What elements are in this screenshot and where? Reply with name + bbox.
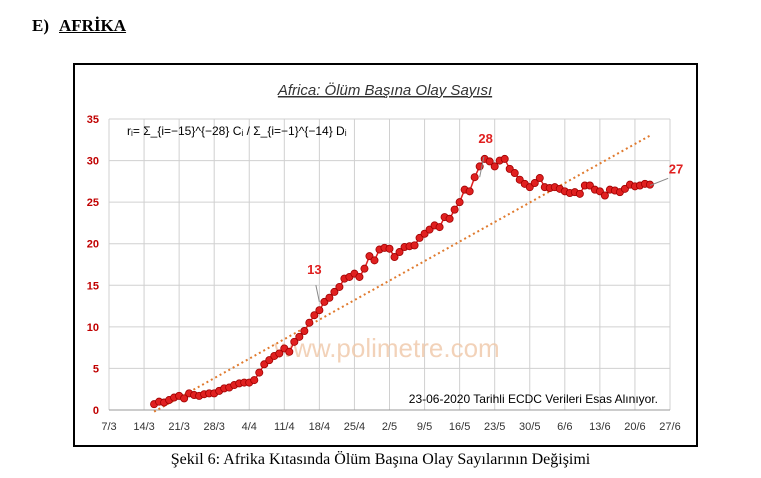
annotation-leader xyxy=(315,285,320,303)
data-point xyxy=(315,306,324,315)
y-tick-label: 20 xyxy=(87,239,99,251)
chart-svg: 0 5 10 15 20 25 30 35 7/3 14/3 21/3 28/3 4/4 11/4 18/4… xyxy=(87,81,683,433)
data-point xyxy=(295,332,304,341)
data-point xyxy=(535,174,544,183)
series-layer xyxy=(150,154,654,409)
section-number: E) xyxy=(32,16,49,35)
data-point xyxy=(310,311,319,320)
annotation-label: 28 xyxy=(478,131,492,146)
data-point xyxy=(330,287,339,296)
y-tick-label: 0 xyxy=(93,405,99,417)
data-point xyxy=(485,157,494,166)
x-tick-label: 14/3 xyxy=(133,421,154,433)
data-point xyxy=(300,327,309,336)
data-point xyxy=(180,394,189,403)
source-note: 23-06-2020 Tarihli ECDC Verileri Esas Al… xyxy=(409,392,658,406)
data-point xyxy=(360,264,369,273)
x-tick-label: 23/5 xyxy=(484,421,505,433)
data-point xyxy=(465,187,474,196)
x-tick-label: 20/6 xyxy=(624,421,645,433)
x-tick-label: 4/4 xyxy=(242,421,257,433)
y-tick-label: 35 xyxy=(87,114,99,126)
data-point xyxy=(285,347,294,356)
data-point xyxy=(500,154,509,163)
x-tick-label: 21/3 xyxy=(168,421,189,433)
section-heading: E) AFRİKA xyxy=(32,16,126,36)
data-point xyxy=(645,180,654,189)
chart-title: Africa: Ölüm Başına Olay Sayısı xyxy=(277,81,492,99)
x-tick-label: 27/6 xyxy=(659,421,680,433)
data-point xyxy=(450,205,459,214)
data-point xyxy=(435,223,444,232)
data-point xyxy=(395,248,404,257)
data-point xyxy=(510,169,519,178)
y-tick-label: 25 xyxy=(87,197,99,209)
trend-layer xyxy=(153,134,651,413)
data-point xyxy=(600,191,609,200)
data-point xyxy=(325,293,334,302)
y-tick-label: 10 xyxy=(87,322,99,334)
axis-layer: 0 5 10 15 20 25 30 35 7/3 14/3 21/3 28/3 4/4 11/4 18/4… xyxy=(87,114,681,433)
x-tick-label: 7/3 xyxy=(101,421,116,433)
x-tick-label: 2/5 xyxy=(382,421,397,433)
section-title: AFRİKA xyxy=(59,16,127,35)
watermark-text: www.polimetre.com xyxy=(273,333,499,363)
figure-caption: Şekil 6: Afrika Kıtasında Ölüm Başına Ol… xyxy=(170,451,591,468)
annotation-leader xyxy=(479,156,485,178)
data-point xyxy=(455,198,464,207)
data-point xyxy=(370,256,379,265)
data-point xyxy=(290,337,299,346)
x-tick-label: 25/4 xyxy=(344,421,365,433)
grid-layer xyxy=(108,118,671,411)
annotation-label: 27 xyxy=(669,162,683,177)
y-tick-label: 5 xyxy=(93,363,99,375)
data-point xyxy=(445,214,454,223)
data-point xyxy=(575,189,584,198)
annotation-label: 13 xyxy=(307,262,321,277)
x-tick-label: 11/4 xyxy=(274,421,295,433)
data-point xyxy=(385,244,394,253)
trend-line xyxy=(153,134,651,413)
x-tick-label: 28/3 xyxy=(203,421,224,433)
y-tick-label: 30 xyxy=(87,156,99,168)
data-point xyxy=(305,318,314,327)
x-tick-label: 30/5 xyxy=(519,421,540,433)
x-tick-label: 13/6 xyxy=(589,421,610,433)
data-point xyxy=(255,368,264,377)
data-point xyxy=(470,173,479,182)
y-tick-label: 15 xyxy=(87,280,99,292)
data-point xyxy=(275,349,284,358)
data-point xyxy=(250,376,259,385)
data-point xyxy=(490,162,499,171)
chart-formula: rᵢ= Σ_{i=−15}^{−28} Cᵢ / Σ_{i=−1}^{−14} … xyxy=(127,124,347,138)
annotation-layer: 13 28 27 xyxy=(307,131,683,303)
x-tick-label: 6/6 xyxy=(557,421,572,433)
data-point xyxy=(355,272,364,281)
annotation-leader xyxy=(649,177,669,186)
x-tick-label: 18/4 xyxy=(309,421,330,433)
data-point xyxy=(390,253,399,262)
data-point xyxy=(410,241,419,250)
x-tick-label: 9/5 xyxy=(417,421,432,433)
data-point xyxy=(335,282,344,291)
chart-frame: 0 5 10 15 20 25 30 35 7/3 14/3 21/3 28/3 4/4 11/4 18/4… xyxy=(73,63,698,447)
data-point xyxy=(530,179,539,188)
x-tick-label: 16/5 xyxy=(449,421,470,433)
